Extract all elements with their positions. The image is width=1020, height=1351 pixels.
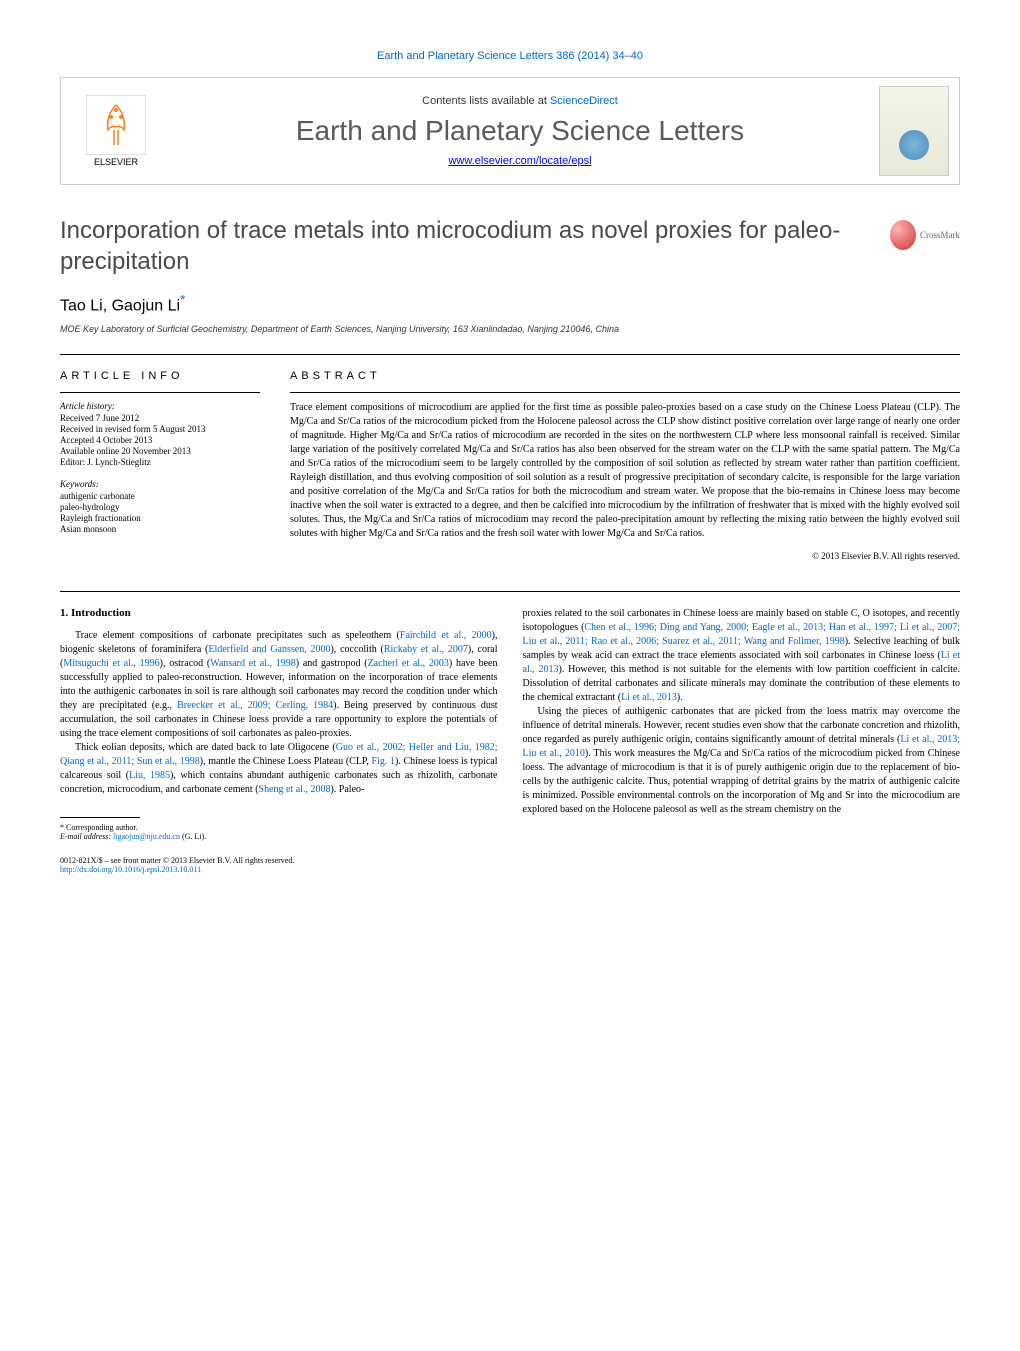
journal-citation[interactable]: Earth and Planetary Science Letters 386 … [60,50,960,62]
history-received: Received 7 June 2012 [60,413,260,423]
body-column-left: 1. Introduction Trace element compositio… [60,607,498,874]
divider [60,354,960,355]
crossmark-icon [890,220,916,250]
article-info-heading: ARTICLE INFO [60,370,260,382]
keyword: paleo-hydrology [60,502,260,512]
keywords-label: Keywords: [60,479,260,489]
abstract-text: Trace element compositions of microcodiu… [290,401,960,541]
corresponding-label: * Corresponding author. [60,823,498,832]
copyright: © 2013 Elsevier B.V. All rights reserved… [290,551,960,561]
section-heading: 1. Introduction [60,607,498,619]
corresponding-footnote: * Corresponding author. E-mail address: … [60,823,498,841]
history-label: Article history: [60,401,260,411]
elsevier-label: ELSEVIER [94,157,138,167]
elsevier-tree-icon [86,95,146,155]
sciencedirect-link[interactable]: ScienceDirect [550,95,618,107]
journal-header: ELSEVIER Contents lists available at Sci… [60,77,960,185]
email-label: E-mail address: [60,832,111,841]
author-names: Tao Li, Gaojun Li [60,298,180,315]
email-link[interactable]: ligaojun@nju.edu.cn [113,832,180,841]
article-info-block: ARTICLE INFO Article history: Received 7… [60,370,260,561]
journal-url-link[interactable]: www.elsevier.com/locate/epsl [448,155,591,167]
history-accepted: Accepted 4 October 2013 [60,435,260,445]
publisher-logo-block: ELSEVIER [61,95,161,167]
doi-link[interactable]: http://dx.doi.org/10.1016/j.epsl.2013.10… [60,865,201,874]
corresponding-marker: * [180,292,185,307]
journal-name: Earth and Planetary Science Letters [161,115,879,147]
body-paragraph: proxies related to the soil carbonates i… [523,607,961,817]
contents-line: Contents lists available at ScienceDirec… [161,95,879,107]
affiliation: MOE Key Laboratory of Surficial Geochemi… [60,324,960,334]
footnote-divider [60,817,140,818]
journal-cover-thumbnail [879,86,949,176]
history-online: Available online 20 November 2013 [60,446,260,456]
keyword: Rayleigh fractionation [60,513,260,523]
abstract-heading: ABSTRACT [290,370,960,382]
history-revised: Received in revised form 5 August 2013 [60,424,260,434]
crossmark-label: CrossMark [920,230,960,240]
article-title: Incorporation of trace metals into micro… [60,215,890,277]
email-suffix: (G. Li). [182,832,206,841]
divider [60,591,960,592]
contents-prefix: Contents lists available at [422,95,550,107]
authors: Tao Li, Gaojun Li* [60,292,960,315]
page-footer: 0012-821X/$ – see front matter © 2013 El… [60,856,498,874]
body-paragraph: Trace element compositions of carbonate … [60,629,498,797]
body-column-right: proxies related to the soil carbonates i… [523,607,961,874]
abstract-block: ABSTRACT Trace element compositions of m… [290,370,960,561]
issn-line: 0012-821X/$ – see front matter © 2013 El… [60,856,498,865]
crossmark-badge[interactable]: CrossMark [890,215,960,255]
keyword: Asian monsoon [60,524,260,534]
history-editor: Editor: J. Lynch-Stieglitz [60,457,260,467]
keyword: authigenic carbonate [60,491,260,501]
